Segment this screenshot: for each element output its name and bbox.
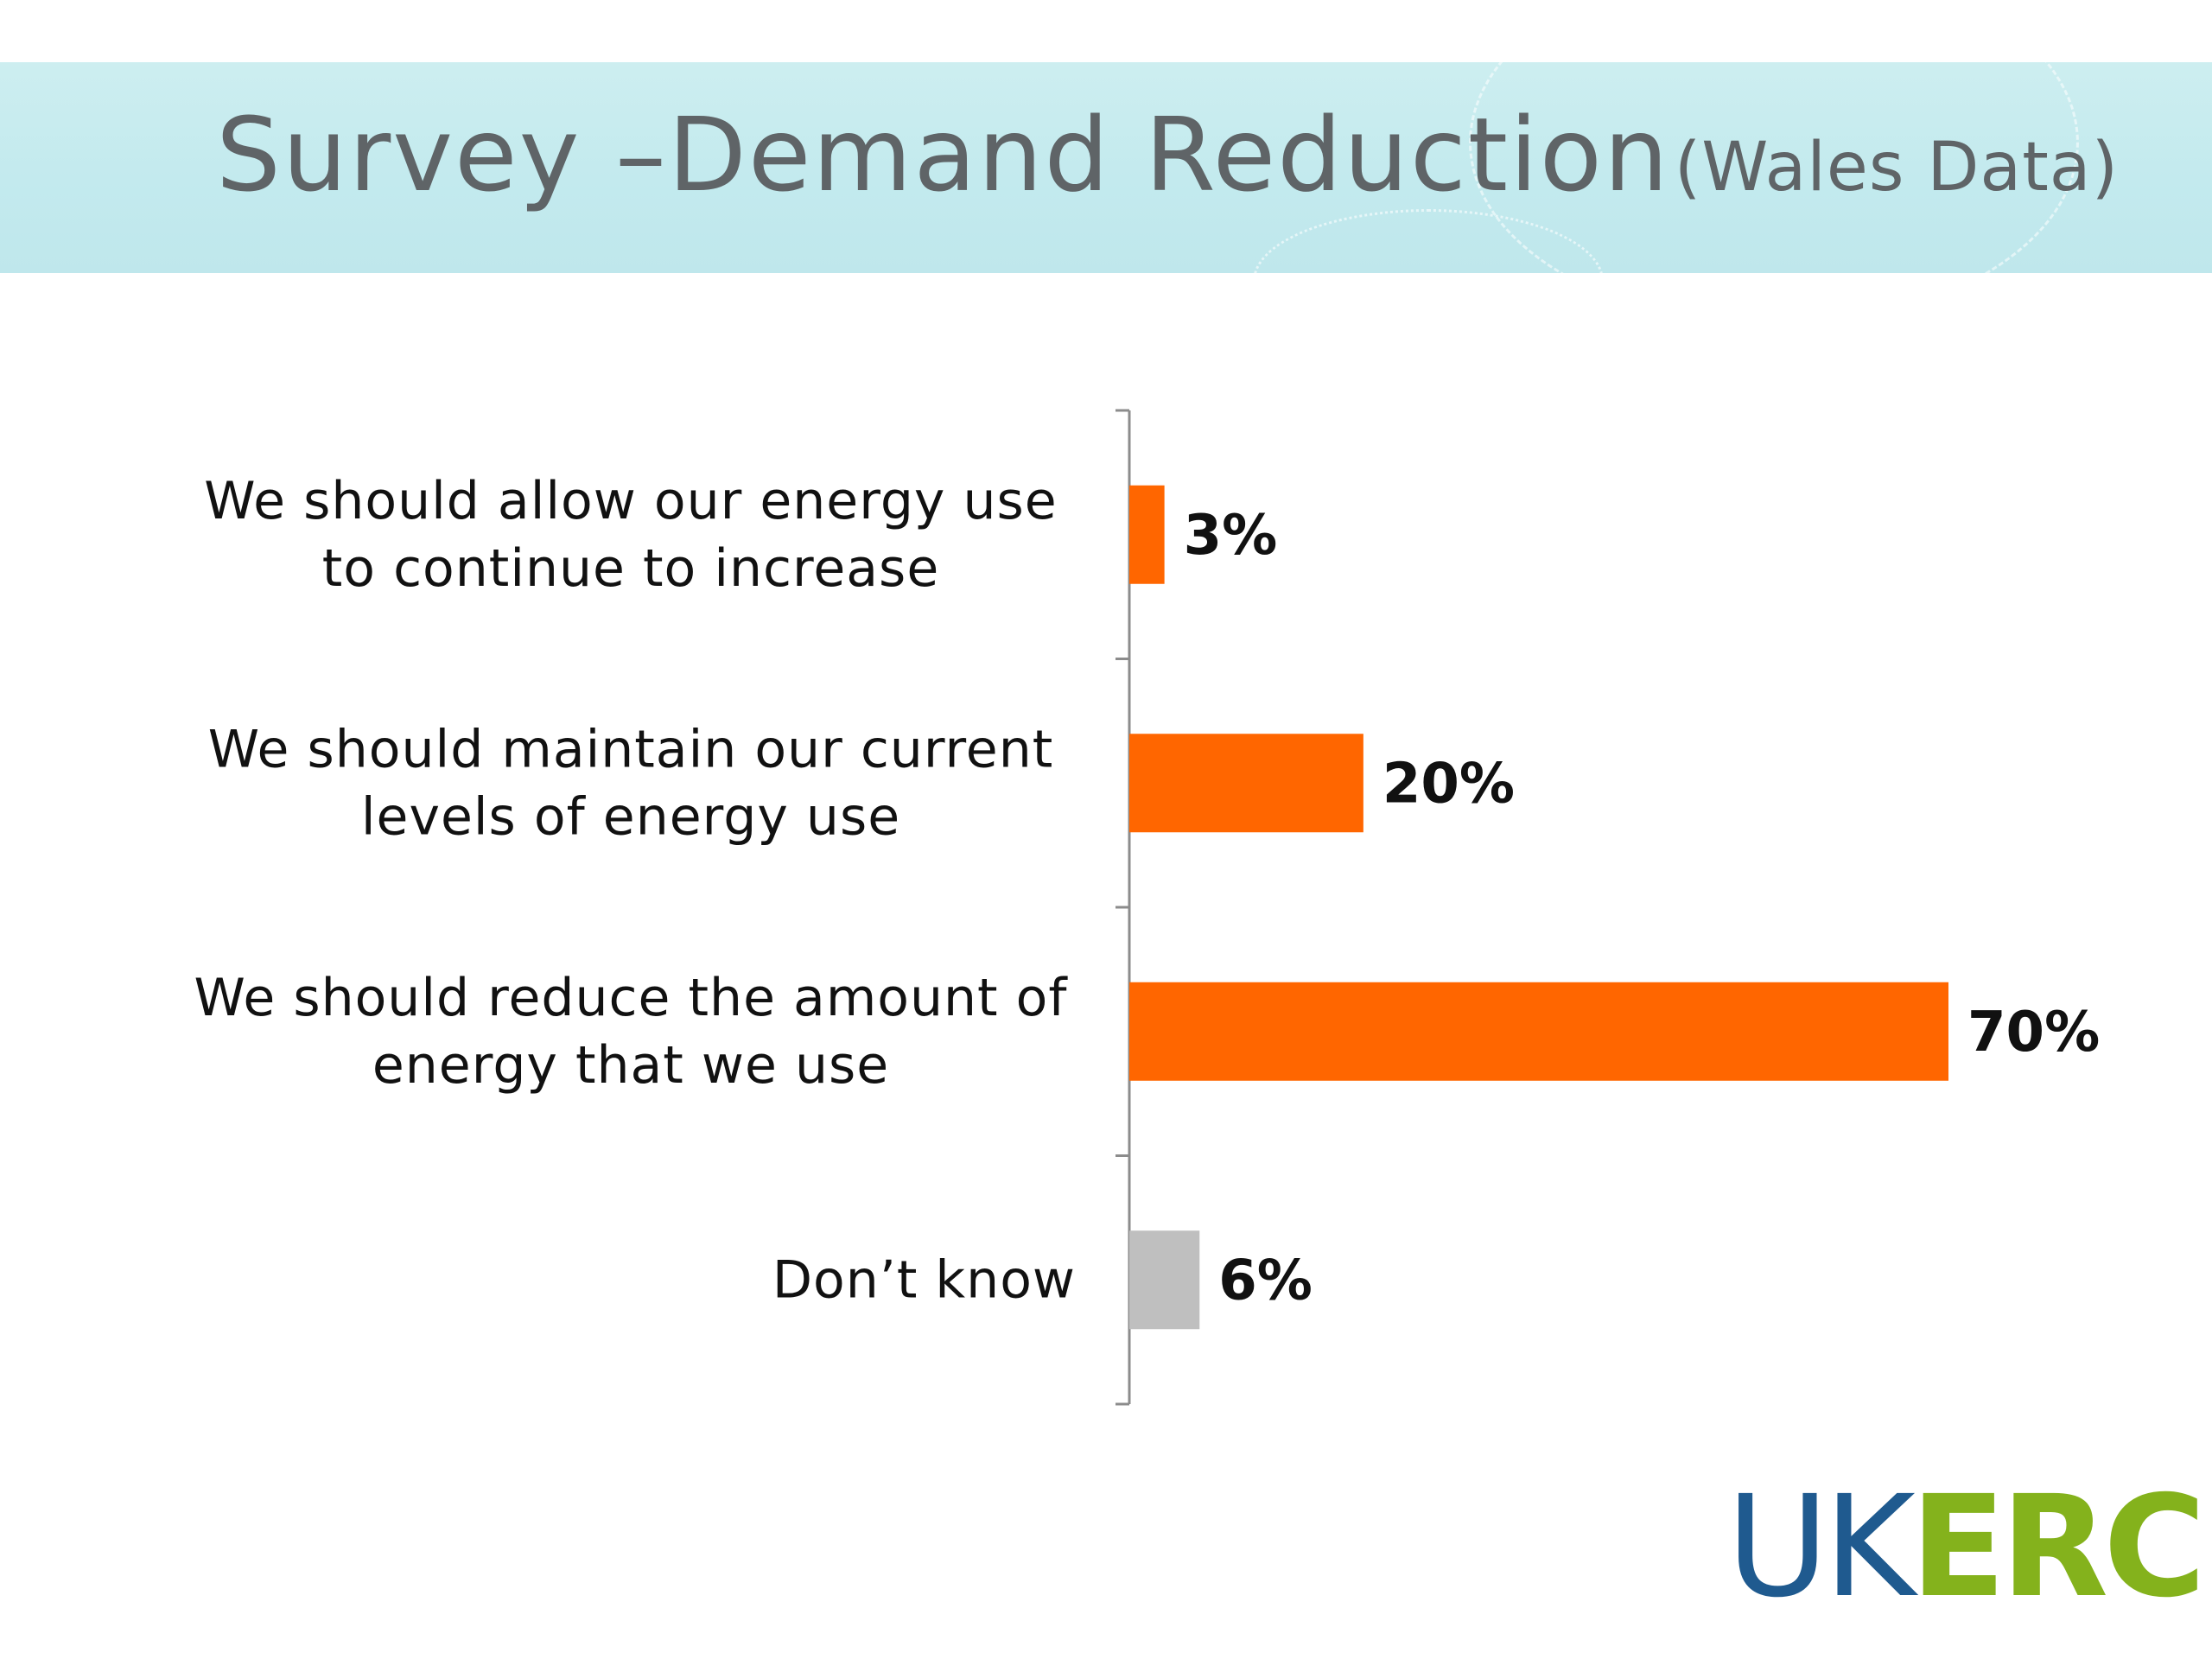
category-label-4-line-1: Don’t know — [772, 1249, 1076, 1310]
category-label-1-line-2: to continue to increase — [322, 538, 939, 599]
bar-3 — [1129, 982, 1948, 1081]
category-label-2-line-2: levels of energy use — [361, 786, 900, 847]
title-banner — [0, 62, 2212, 273]
bar-2 — [1129, 734, 1363, 833]
title-main: Survey –Demand Reduction — [216, 95, 1670, 214]
value-label-3: 70% — [1967, 1001, 2100, 1065]
category-label-1-line-1: We should allow our energy use — [204, 471, 1057, 531]
value-label-4: 6% — [1218, 1249, 1313, 1313]
category-label-3-line-1: We should reduce the amount of — [194, 968, 1069, 1028]
bar-4 — [1129, 1230, 1200, 1330]
bar-1 — [1129, 485, 1165, 584]
value-label-2: 20% — [1382, 752, 1515, 816]
logo-text-erc: ERC — [1910, 1466, 2206, 1629]
title-subtitle: (Wales Data) — [1674, 129, 2119, 207]
value-label-1: 3% — [1184, 504, 1278, 568]
category-label-2-line-1: We should maintain our current — [208, 719, 1054, 779]
logo-text-uk: UK — [1726, 1466, 1916, 1629]
category-label-3-line-2: energy that we use — [372, 1035, 889, 1096]
slide-title: Survey –Demand Reduction (Wales Data) — [216, 95, 2119, 214]
ukerc-logo: UKERC — [1726, 1478, 2206, 1618]
